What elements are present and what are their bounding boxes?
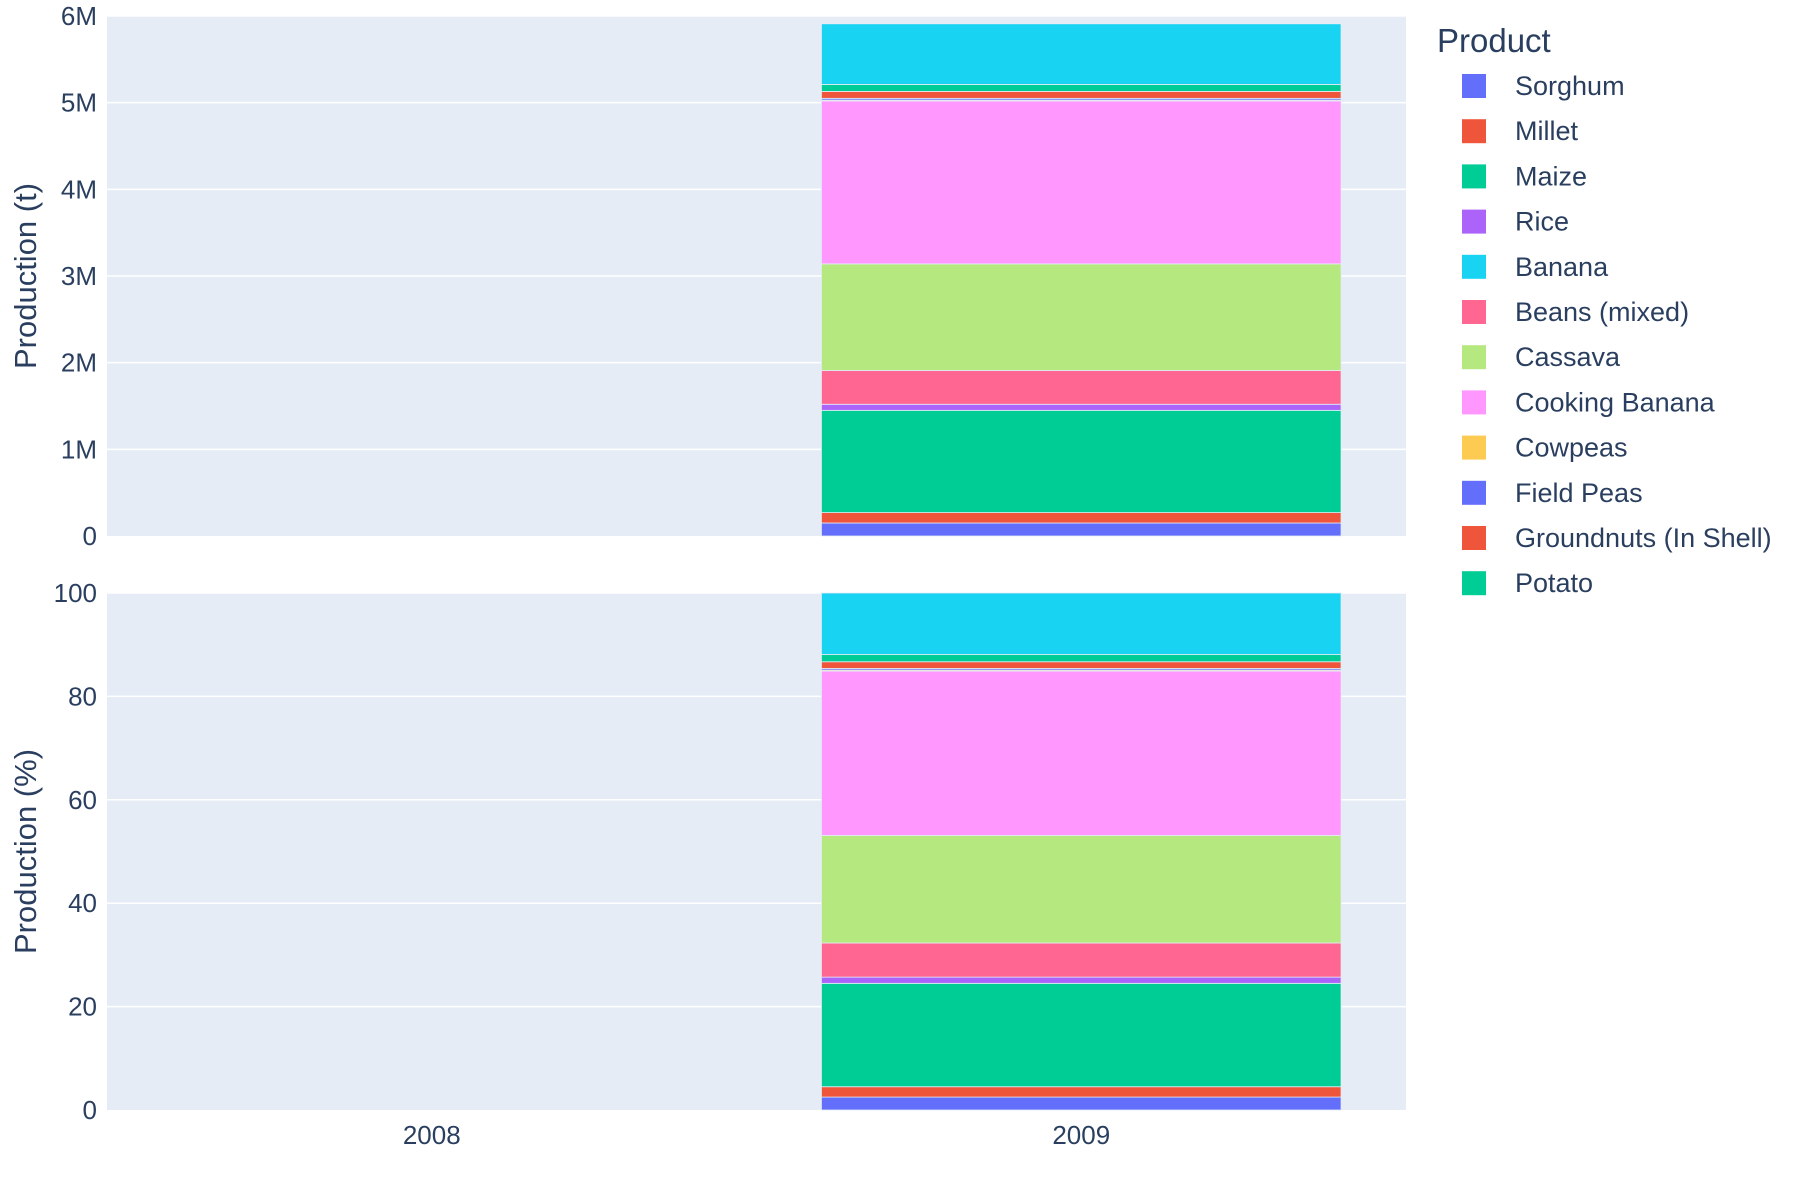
bar-sorghum-2009[interactable]: [821, 1096, 1342, 1111]
bar-millet-2009[interactable]: [821, 512, 1342, 524]
bar-cassava-2009[interactable]: [821, 263, 1342, 371]
y-tick-label: 2M: [61, 348, 97, 378]
bar-groundnuts-in-shell-2009[interactable]: [821, 91, 1342, 99]
legend-item-maize[interactable]: Maize: [1462, 161, 1587, 191]
bar-rice-2009[interactable]: [821, 976, 1342, 984]
y-axis-title: Production (%): [8, 749, 43, 954]
y-tick-label: 5M: [61, 88, 97, 118]
bar-millet-2009[interactable]: [821, 1086, 1342, 1098]
legend-item-rice[interactable]: Rice: [1462, 207, 1569, 237]
bar-cassava-2009[interactable]: [821, 835, 1342, 944]
legend-label: Millet: [1515, 116, 1579, 146]
y-tick-label: 100: [54, 578, 97, 608]
legend-label: Potato: [1515, 568, 1593, 598]
x-tick-label: 2009: [1052, 1120, 1110, 1150]
y-tick-label: 80: [68, 681, 97, 711]
legend-label: Groundnuts (In Shell): [1515, 523, 1772, 553]
legend-swatch: [1462, 74, 1486, 98]
legend-swatch: [1462, 390, 1486, 415]
legend-swatch: [1462, 254, 1486, 279]
legend-item-groundnuts-in-shell[interactable]: Groundnuts (In Shell): [1462, 523, 1772, 553]
legend-swatch: [1462, 300, 1486, 324]
y-tick-label: 20: [68, 992, 97, 1022]
bar-maize-2009[interactable]: [821, 982, 1342, 1088]
y-tick-label: 60: [68, 785, 97, 815]
bar-beans-mixed-2009[interactable]: [821, 370, 1342, 405]
bar-maize-2009[interactable]: [821, 409, 1342, 514]
y-tick-label: 4M: [61, 174, 97, 204]
y-tick-label: 6M: [61, 1, 97, 31]
y-tick-label: 0: [83, 521, 97, 551]
legend-item-cassava[interactable]: Cassava: [1462, 342, 1621, 372]
legend-item-potato[interactable]: Potato: [1462, 568, 1593, 598]
bar-cooking-banana-2009[interactable]: [821, 670, 1342, 836]
legend-label: Maize: [1515, 161, 1587, 191]
legend-label: Rice: [1515, 207, 1569, 237]
y-tick-label: 1M: [61, 434, 97, 464]
top-panel: 0 1M 2M 3M 4M 5M 6M Production (t): [8, 1, 1406, 551]
bar-banana-segment-2009[interactable]: [821, 23, 1342, 85]
legend-swatch: [1462, 345, 1486, 370]
bar-rice-2009[interactable]: [821, 403, 1342, 411]
x-tick-label: 2008: [403, 1120, 461, 1150]
bar-cooking-banana-2009[interactable]: [821, 100, 1342, 265]
legend-label: Sorghum: [1515, 71, 1625, 101]
bar-banana-segment-2009[interactable]: [821, 592, 1342, 655]
bar-groundnuts-in-shell-2009[interactable]: [821, 661, 1342, 669]
y-tick-label: 0: [83, 1095, 97, 1125]
bar-potato-2009[interactable]: [821, 654, 1342, 663]
legend-item-field-peas[interactable]: Field Peas: [1462, 478, 1643, 508]
legend-label: Field Peas: [1515, 478, 1643, 508]
legend-swatch: [1462, 435, 1486, 460]
legend-swatch: [1462, 119, 1486, 144]
legend-label: Cowpeas: [1515, 433, 1628, 463]
bar-potato-2009[interactable]: [821, 84, 1342, 92]
y-tick-label: 3M: [61, 261, 97, 291]
legend-label: Beans (mixed): [1515, 297, 1689, 327]
bar-beans-mixed-2009[interactable]: [821, 942, 1342, 978]
legend-swatch: [1462, 480, 1486, 505]
bar-sorghum-2009[interactable]: [821, 522, 1342, 537]
legend-item-cowpeas[interactable]: Cowpeas: [1462, 433, 1628, 463]
bottom-panel: 0 20 40 60 80 100 Production (%): [8, 578, 1406, 1125]
legend-swatch: [1462, 209, 1486, 234]
y-axis-title: Production (t): [8, 183, 43, 369]
legend-item-cooking-banana[interactable]: Cooking Banana: [1462, 387, 1716, 417]
legend-swatch: [1462, 526, 1486, 550]
x-axis: 2008 2009: [403, 1120, 1110, 1150]
legend-label: Cassava: [1515, 342, 1621, 372]
legend-item-banana[interactable]: Banana: [1462, 252, 1609, 282]
legend-item-sorghum[interactable]: Sorghum: [1462, 71, 1625, 101]
legend-label: Cooking Banana: [1515, 387, 1716, 417]
legend-title: Product: [1437, 22, 1551, 59]
legend[interactable]: Product Sorghum Millet Maize Rice Banana Beans…: [1437, 22, 1772, 598]
y-tick-label: 40: [68, 888, 97, 918]
legend-item-beans-mixed[interactable]: Beans (mixed): [1462, 297, 1689, 327]
legend-label: Banana: [1515, 252, 1609, 282]
legend-swatch: [1462, 164, 1486, 189]
legend-swatch: [1462, 571, 1486, 596]
legend-item-millet[interactable]: Millet: [1462, 116, 1579, 146]
